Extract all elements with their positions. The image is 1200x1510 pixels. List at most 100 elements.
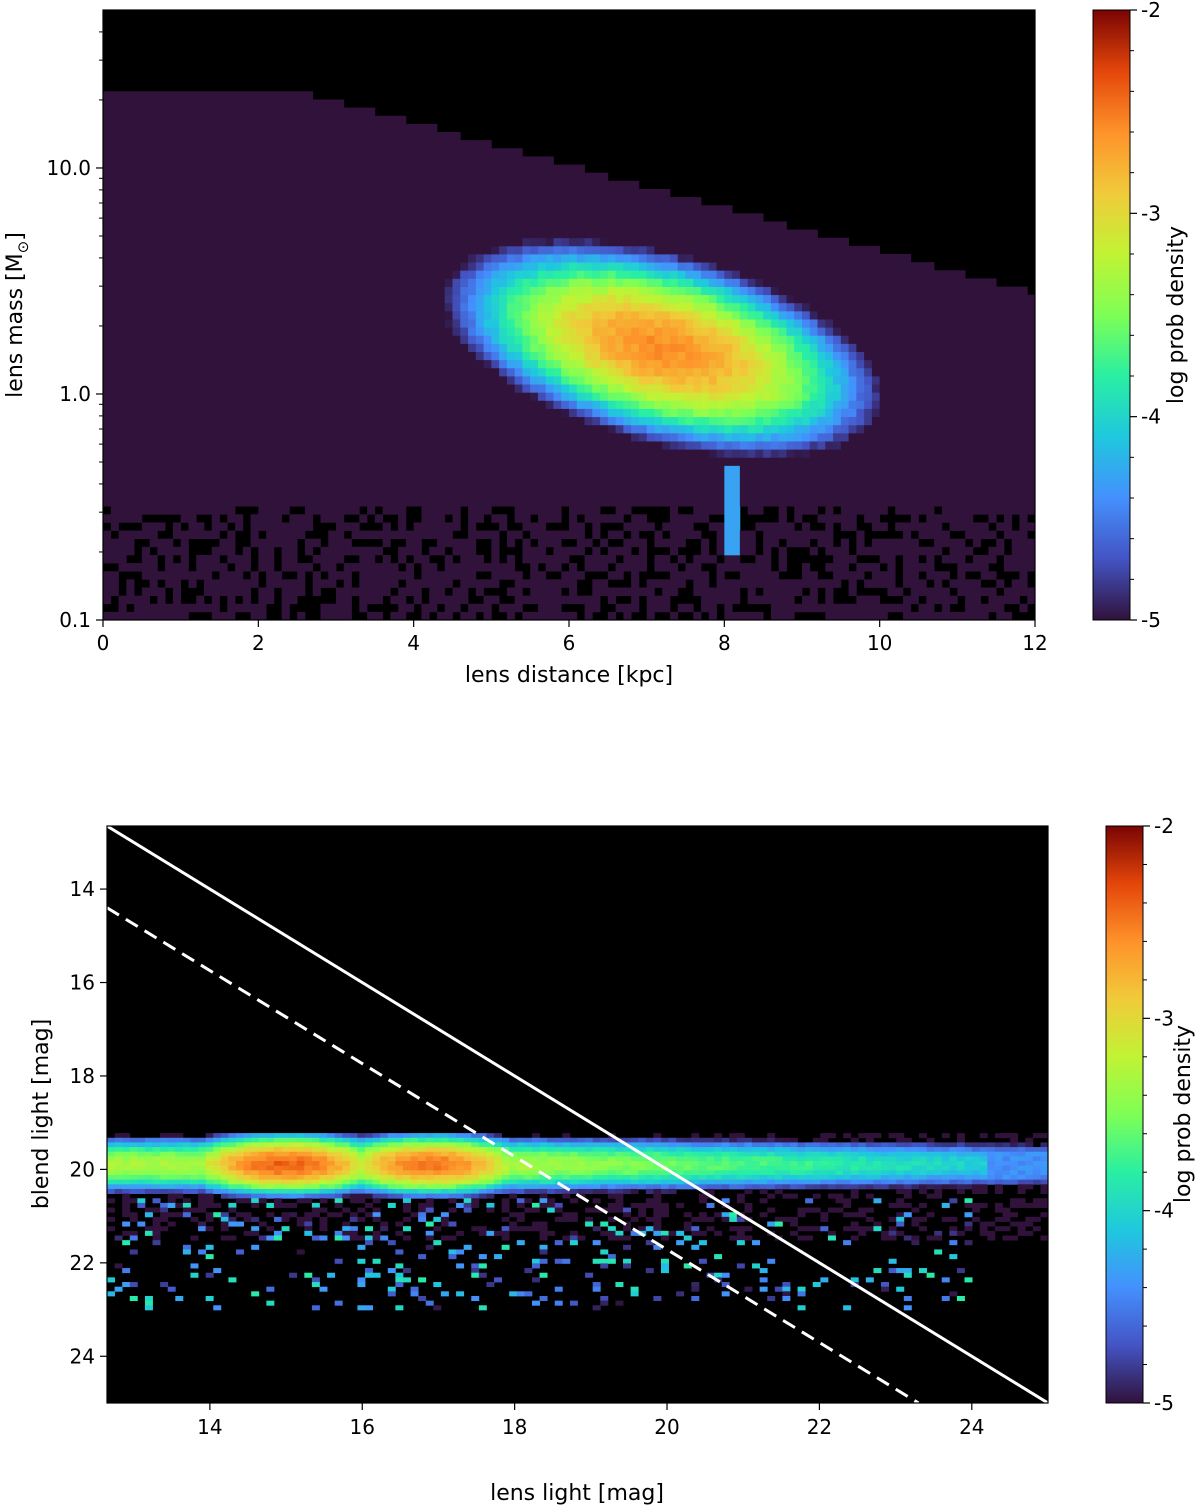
heatmap-cell [452, 351, 461, 361]
heatmap-cell [374, 197, 383, 206]
heatmap-cell [802, 262, 811, 271]
heatmap-cell [794, 343, 803, 352]
heatmap-cell [825, 595, 834, 605]
heatmap-cell [172, 587, 182, 596]
heatmap-cell [367, 498, 376, 507]
heatmap-cell [258, 188, 267, 198]
heatmap-cell [817, 262, 826, 271]
heatmap-cell [530, 254, 539, 263]
heatmap-cell [693, 449, 702, 458]
heatmap-cell [429, 400, 438, 409]
heatmap-cell [398, 587, 407, 596]
heatmap-cell [103, 424, 112, 434]
heatmap-cell [468, 563, 477, 572]
heatmap-cell [374, 359, 383, 369]
heatmap-cell [312, 270, 321, 279]
heatmap-cell [118, 132, 127, 141]
heatmap-cell [452, 188, 461, 198]
heatmap-cell [444, 538, 453, 548]
heatmap-cell [623, 335, 632, 344]
heatmap-cell [654, 294, 663, 304]
heatmap-cell [196, 123, 205, 133]
heatmap-cell [747, 254, 756, 263]
heatmap-cell [266, 473, 275, 483]
heatmap-cell [475, 156, 484, 165]
heatmap-cell [732, 229, 741, 239]
heatmap-cell [242, 359, 251, 369]
heatmap-cell [468, 140, 477, 149]
heatmap-cell [172, 424, 182, 434]
heatmap-cell [235, 335, 244, 344]
heatmap-cell [118, 359, 127, 369]
heatmap-cell [770, 408, 780, 418]
heatmap-cell [794, 278, 803, 287]
heatmap-cell [452, 441, 461, 450]
heatmap-cell [374, 180, 383, 190]
heatmap-cell [708, 595, 717, 605]
heatmap-cell [235, 294, 244, 304]
heatmap-cell [491, 205, 500, 214]
heatmap-cell [398, 400, 407, 409]
heatmap-cell [297, 245, 306, 255]
heatmap-cell [436, 172, 446, 182]
heatmap-cell [320, 115, 329, 125]
heatmap-cell [196, 319, 205, 328]
heatmap-cell [320, 172, 329, 182]
heatmap-cell [623, 538, 632, 548]
heatmap-cell [297, 262, 306, 271]
heatmap-cell [281, 489, 290, 499]
heatmap-cell [180, 205, 189, 214]
heatmap-cell [367, 213, 376, 222]
heatmap-cell [530, 205, 539, 214]
heatmap-cell [638, 473, 648, 483]
heatmap-cell [716, 522, 725, 531]
heatmap-cell [281, 432, 290, 442]
heatmap-cell [134, 254, 143, 263]
heatmap-cell [708, 351, 717, 361]
heatmap-cell [266, 465, 275, 474]
heatmap-cell [592, 514, 601, 523]
heatmap-cell [452, 132, 461, 141]
heatmap-cell [452, 563, 461, 572]
heatmap-cell [312, 172, 321, 182]
heatmap-cell [398, 489, 407, 499]
heatmap-cell [367, 188, 376, 198]
heatmap-cell [569, 432, 578, 442]
heatmap-cell [203, 302, 213, 312]
heatmap-cell [118, 148, 127, 157]
heatmap-cell [475, 245, 484, 255]
heatmap-cell [483, 245, 492, 255]
heatmap-cell [561, 310, 570, 320]
heatmap-cell [110, 197, 119, 206]
heatmap-cell [491, 416, 500, 426]
heatmap-cell [817, 457, 826, 466]
heatmap-cell [398, 213, 407, 222]
heatmap-cell [537, 286, 547, 296]
heatmap-cell [623, 270, 632, 279]
heatmap-cell [646, 302, 655, 312]
heatmap-cell [724, 408, 733, 418]
heatmap-cell [685, 359, 694, 369]
heatmap-cell [266, 172, 275, 182]
heatmap-cell [530, 237, 539, 247]
heatmap-cell [196, 481, 205, 491]
heatmap-cell [600, 384, 609, 393]
heatmap-cell [227, 140, 236, 149]
heatmap-cell [654, 408, 663, 418]
heatmap-cell [693, 213, 702, 222]
heatmap-cell [638, 262, 648, 271]
heatmap-cell [460, 351, 469, 361]
heatmap-cell [351, 563, 360, 572]
heatmap-cell [763, 587, 772, 596]
heatmap-cell [607, 546, 616, 556]
heatmap-cell [708, 432, 717, 442]
heatmap-cell [739, 221, 749, 230]
heatmap-cell [110, 546, 119, 556]
heatmap-cell [188, 221, 197, 230]
heatmap-cell [180, 424, 189, 434]
heatmap-cell [747, 245, 756, 255]
heatmap-cell [468, 310, 477, 320]
heatmap-cell [561, 319, 570, 328]
heatmap-cell [336, 156, 345, 165]
heatmap-cell [623, 376, 632, 385]
